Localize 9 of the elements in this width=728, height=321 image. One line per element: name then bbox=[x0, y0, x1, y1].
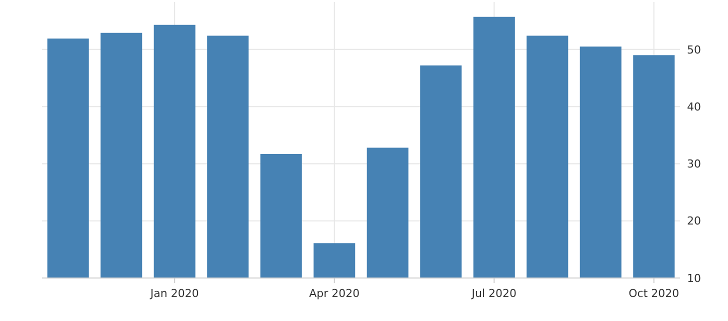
x-tick-label: Apr 2020 bbox=[309, 287, 360, 300]
y-tick-label: 50 bbox=[687, 43, 701, 56]
x-tick-label: Jul 2020 bbox=[470, 287, 517, 300]
y-tick-label: 30 bbox=[687, 158, 701, 171]
y-tick-label: 40 bbox=[687, 100, 701, 114]
x-tick-label: Oct 2020 bbox=[628, 287, 680, 300]
y-tick-label: 20 bbox=[687, 214, 701, 228]
y-tick-label: 10 bbox=[687, 272, 701, 285]
x-tick-label: Jan 2020 bbox=[149, 287, 199, 300]
